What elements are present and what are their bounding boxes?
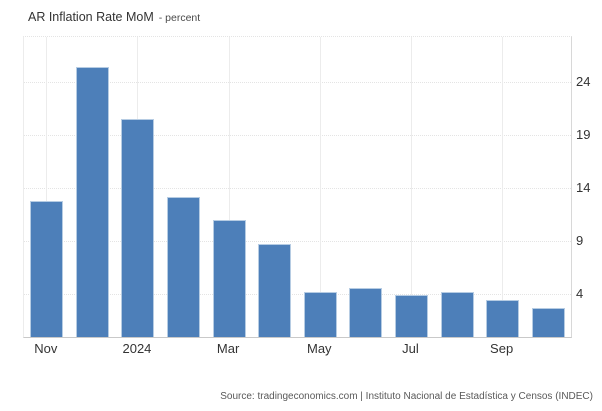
chart-subtitle: - percent	[158, 12, 201, 24]
chart-bar[interactable]	[531, 308, 565, 337]
h-gridline-24	[24, 81, 571, 83]
y-tick-label: 9	[576, 232, 584, 248]
y-tick-label: 14	[576, 179, 591, 195]
chart-bar[interactable]	[167, 197, 201, 337]
chart-bar[interactable]	[486, 299, 520, 337]
v-gridline-Nov	[46, 37, 48, 337]
chart-title: AR Inflation Rate MoM	[28, 10, 154, 24]
h-gridline-19	[24, 134, 571, 136]
x-tick-label: Mar	[216, 341, 240, 356]
x-tick-label: Sep	[490, 341, 514, 356]
y-tick-label: 19	[576, 126, 591, 142]
h-gridline-9	[24, 240, 571, 242]
chart-bar[interactable]	[349, 288, 383, 337]
chart-bar[interactable]	[440, 292, 474, 337]
v-gridline-Mar	[228, 37, 230, 337]
chart-bar[interactable]	[75, 66, 109, 337]
x-tick-label: Nov	[34, 341, 58, 356]
v-gridline-Sep	[502, 37, 504, 337]
v-gridline-May	[319, 37, 321, 337]
x-tick-label: May	[307, 341, 332, 356]
chart-title-row: AR Inflation Rate MoM - percent	[28, 8, 200, 26]
chart-bar[interactable]	[258, 243, 292, 337]
chart-bar[interactable]	[121, 118, 155, 337]
x-tick-label: 2024	[122, 341, 152, 356]
y-tick-label: 24	[576, 73, 591, 89]
y-tick-label: 4	[576, 285, 584, 301]
chart-bar[interactable]	[30, 201, 64, 337]
chart-bar[interactable]	[394, 294, 428, 337]
x-tick-label: Jul	[402, 341, 419, 356]
v-gridline-Jul	[410, 37, 412, 337]
source-note: Source: tradingeconomics.com | Instituto…	[220, 391, 593, 402]
h-gridline-14	[24, 187, 571, 189]
plot-area	[23, 36, 572, 338]
chart-bar[interactable]	[303, 292, 337, 337]
h-gridline-4	[24, 293, 571, 295]
chart-bar[interactable]	[212, 220, 246, 337]
